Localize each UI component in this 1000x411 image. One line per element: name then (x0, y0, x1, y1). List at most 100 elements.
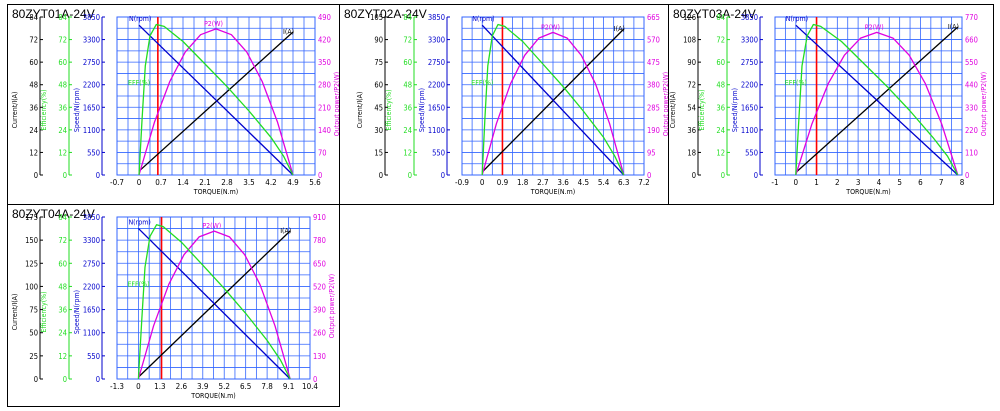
efficiency-tick-label: 48 (403, 81, 412, 90)
x-tick-label: 1.4 (177, 178, 189, 187)
current-tick-label: 0 (34, 171, 38, 180)
speed-tick-label: 1650 (741, 103, 758, 112)
efficiency-series-label: EFF(%) (127, 281, 149, 289)
speed-tick-label: 550 (87, 352, 100, 361)
x-tick-label: 3 (856, 178, 861, 187)
x-tick-label: 0 (480, 178, 485, 187)
speed-axis-label: Speed/N(rpm) (731, 88, 739, 132)
grid (116, 16, 316, 176)
current-tick-label: 60 (29, 58, 38, 67)
speed-tick-label: 0 (754, 171, 758, 180)
x-tick-label: 2.7 (537, 178, 548, 187)
speed-tick-label: 1100 (428, 126, 445, 135)
efficiency-tick-label: 0 (721, 171, 725, 180)
efficiency-tick-label: 12 (403, 148, 412, 157)
current-series-label: I(A) (280, 227, 291, 235)
speed-tick-label: 3850 (83, 213, 100, 222)
current-tick-label: 15 (374, 148, 383, 157)
current-tick-label: 100 (25, 282, 38, 291)
efficiency-tick-label: 84 (58, 13, 67, 22)
x-tick-label: 2.1 (199, 178, 210, 187)
efficiency-tick-label: 84 (403, 13, 412, 22)
current-tick-label: 0 (379, 171, 383, 180)
current-tick-label: 18 (687, 148, 696, 157)
chart-svg-1: -0.7 0 0.7 1.4 2.1 2.8 3.5 4.2 4.9 5.6 TORQUE(N.m)… (11, 13, 341, 196)
x-tick-label: 1.3 (154, 382, 165, 391)
power-tick-label: 475 (647, 58, 660, 67)
current-tick-label: 36 (29, 103, 38, 112)
speed-tick-label: 1650 (83, 103, 100, 112)
x-tick-label: 2.6 (176, 382, 188, 391)
efficiency-tick-label: 48 (58, 282, 67, 291)
efficiency-tick-label: 72 (58, 36, 67, 45)
current-tick-label: 90 (687, 58, 696, 67)
x-tick-label: 7.8 (261, 382, 273, 391)
speed-tick-label: 550 (745, 148, 758, 157)
power-tick-label: 420 (318, 36, 331, 45)
current-tick-label: 54 (687, 103, 696, 112)
efficiency-series-line (795, 23, 959, 176)
efficiency-tick-label: 36 (716, 103, 725, 112)
speed-series-line (138, 24, 294, 176)
speed-series-line (137, 227, 291, 380)
x-axis-label: TORQUE(N.m) (845, 188, 890, 196)
efficiency-tick-label: 24 (403, 126, 412, 135)
current-tick-label: 48 (29, 81, 38, 90)
power-tick-label: 520 (313, 282, 326, 291)
efficiency-tick-label: 0 (63, 375, 67, 384)
efficiency-tick-label: 12 (58, 352, 67, 361)
x-tick-label: 3.6 (557, 178, 569, 187)
power-tick-label: 780 (313, 236, 326, 245)
current-series-label: I(A) (948, 23, 959, 31)
speed-tick-label: 3300 (83, 236, 100, 245)
x-axis-label: TORQUE(N.m) (530, 188, 575, 196)
speed-series-line (481, 24, 625, 176)
efficiency-tick-label: 72 (58, 236, 67, 245)
speed-axis-label: Speed/N(rpm) (73, 290, 81, 334)
current-tick-label: 90 (374, 36, 383, 45)
x-tick-label: 10.4 (302, 382, 318, 391)
current-tick-label: 72 (29, 36, 38, 45)
power-tick-label: 490 (318, 13, 331, 22)
speed-tick-label: 1100 (83, 329, 100, 338)
x-tick-label: 5.6 (309, 178, 321, 187)
panel-title: 80ZYT04A-24V (12, 207, 95, 221)
power-tick-label: 0 (965, 171, 969, 180)
speed-series-label: N(rpm) (786, 15, 808, 23)
efficiency-series-label: EFF(%) (471, 79, 493, 87)
x-tick-label: 4.2 (265, 178, 276, 187)
x-tick-label: 7 (939, 178, 944, 187)
power-tick-label: 210 (318, 103, 331, 112)
power-tick-label: 220 (965, 126, 978, 135)
current-tick-label: 75 (29, 306, 38, 315)
power-axis-label: Output power/P2(W) (333, 72, 341, 136)
x-tick-label: 6.3 (618, 178, 629, 187)
current-tick-label: 0 (34, 375, 38, 384)
efficiency-tick-label: 36 (403, 103, 412, 112)
current-tick-label: 150 (25, 236, 38, 245)
x-tick-label: 6.5 (240, 382, 251, 391)
speed-tick-label: 0 (96, 375, 100, 384)
speed-tick-label: 3850 (741, 13, 758, 22)
speed-tick-label: 2200 (428, 81, 445, 90)
speed-series-line (795, 24, 959, 176)
power-series-line (138, 28, 294, 176)
power-tick-label: 665 (647, 13, 660, 22)
power-tick-label: 910 (313, 213, 326, 222)
x-tick-label: 0.9 (497, 178, 509, 187)
power-axis-label: Output power/P2(W) (662, 72, 670, 136)
current-tick-label: 125 (25, 259, 38, 268)
x-tick-label: 8 (960, 178, 965, 187)
efficiency-tick-label: 48 (58, 81, 67, 90)
grid (461, 16, 645, 176)
x-tick-label: 2 (835, 178, 840, 187)
x-tick-label: 7.2 (638, 178, 649, 187)
panel-title: 80ZYT02A-24V (344, 7, 427, 21)
speed-tick-label: 3300 (428, 36, 445, 45)
current-series-label: I(A) (614, 25, 625, 33)
speed-tick-label: 3300 (83, 36, 100, 45)
current-axis-label: Current/I(A) (11, 294, 19, 331)
power-tick-label: 285 (647, 103, 660, 112)
current-series-label: I(A) (283, 28, 294, 36)
power-tick-label: 190 (647, 126, 660, 135)
